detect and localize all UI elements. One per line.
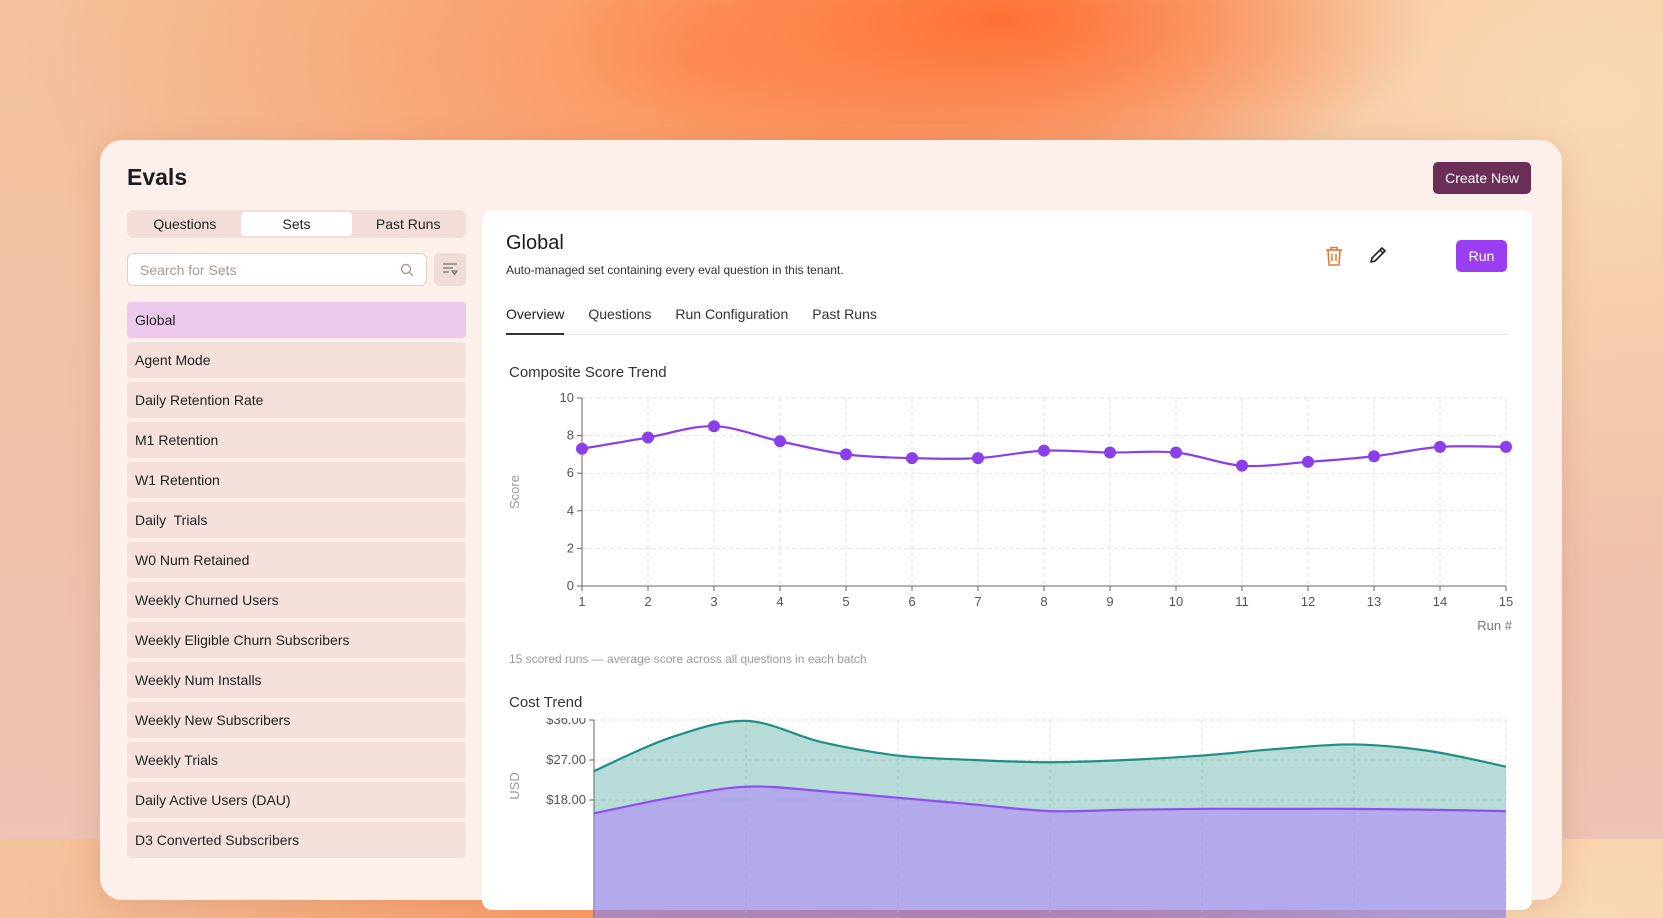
set-item[interactable]: Daily Retention Rate <box>127 382 466 418</box>
section-segmented-control: Questions Sets Past Runs <box>127 210 466 238</box>
cost-chart-title: Cost Trend <box>509 694 583 711</box>
set-item[interactable]: W1 Retention <box>127 462 466 498</box>
search-box <box>127 253 427 286</box>
score-point <box>1104 446 1116 459</box>
x-tick-label: 13 <box>1367 594 1381 609</box>
search-icon <box>400 263 414 282</box>
run-button[interactable]: Run <box>1456 240 1507 272</box>
cost-area-purple-line <box>593 785 1507 815</box>
tab-run-configuration[interactable]: Run Configuration <box>675 306 789 322</box>
set-item[interactable]: M1 Retention <box>127 422 466 458</box>
x-tick-label: 14 <box>1433 594 1447 609</box>
filter-icon <box>443 263 458 276</box>
edit-button[interactable] <box>1368 245 1392 269</box>
set-description: Auto-managed set containing every eval q… <box>506 263 844 277</box>
set-title: Global <box>506 232 564 254</box>
x-tick-label: 3 <box>710 594 717 609</box>
y-tick-label: $36.00 <box>546 718 586 727</box>
set-item[interactable]: Weekly Trials <box>127 742 466 778</box>
segment-sets[interactable]: Sets <box>240 212 353 236</box>
y-tick-label: $18.00 <box>546 792 586 807</box>
set-item[interactable]: Weekly Eligible Churn Subscribers <box>127 622 466 658</box>
score-point <box>576 442 588 455</box>
x-tick-label: 6 <box>908 594 915 609</box>
x-tick-label: 11 <box>1235 594 1249 609</box>
tab-past-runs[interactable]: Past Runs <box>812 306 877 322</box>
score-point <box>1500 440 1512 453</box>
x-tick-label: 10 <box>1169 594 1183 609</box>
search-input[interactable] <box>128 254 392 285</box>
x-tick-label: 15 <box>1499 594 1513 609</box>
evals-window: Evals Create New Questions Sets Past Run… <box>100 140 1562 918</box>
x-tick-label: 4 <box>776 594 783 609</box>
y-axis-label: Score <box>507 475 522 509</box>
delete-button[interactable] <box>1324 245 1348 269</box>
score-point <box>1302 455 1314 468</box>
set-item[interactable]: D3 Converted Subscribers <box>127 822 466 858</box>
score-point <box>972 452 984 465</box>
score-point <box>774 435 786 448</box>
y-tick-label: 8 <box>567 428 574 443</box>
cost-trend-chart: $36.00 $27.00 $18.00 USD <box>507 718 1507 918</box>
x-tick-label: 12 <box>1301 594 1315 609</box>
create-new-button[interactable]: Create New <box>1433 162 1531 194</box>
tab-questions[interactable]: Questions <box>588 306 652 322</box>
score-chart-title: Composite Score Trend <box>509 364 667 381</box>
set-item[interactable]: Agent Mode <box>127 342 466 378</box>
score-point <box>840 448 852 461</box>
x-tick-label: 7 <box>974 594 981 609</box>
score-point <box>1434 440 1446 453</box>
x-tick-label: 8 <box>1040 594 1047 609</box>
y-axis-label: USD <box>507 772 522 799</box>
cost-area-teal-line <box>593 719 1507 773</box>
x-tick-label: 1 <box>578 594 585 609</box>
score-point <box>708 420 720 433</box>
set-item[interactable]: Weekly Num Installs <box>127 662 466 698</box>
detail-tabs: Overview Questions Run Configuration Pas… <box>506 304 1508 335</box>
y-tick-label: 6 <box>567 465 574 480</box>
app-title: Evals <box>127 164 188 190</box>
score-point <box>642 431 654 444</box>
y-tick-label: 2 <box>567 540 574 555</box>
x-tick-label: 2 <box>644 594 651 609</box>
y-tick-label: 0 <box>567 578 574 593</box>
set-item[interactable]: W0 Num Retained <box>127 542 466 578</box>
filter-button[interactable] <box>434 253 466 286</box>
tab-overview[interactable]: Overview <box>506 304 565 335</box>
segment-questions[interactable]: Questions <box>153 216 217 232</box>
score-point <box>1368 450 1380 463</box>
x-axis-label: Run # <box>1477 618 1512 633</box>
pencil-icon <box>1370 247 1386 263</box>
y-tick-label: $27.00 <box>546 752 586 767</box>
score-point <box>1170 446 1182 459</box>
score-point <box>1236 459 1248 472</box>
segment-past-runs[interactable]: Past Runs <box>375 216 441 232</box>
y-tick-label: 4 <box>567 503 574 518</box>
set-item[interactable]: Daily Trials <box>127 502 466 538</box>
score-point <box>1038 444 1050 457</box>
set-item[interactable]: Weekly Churned Users <box>127 582 466 618</box>
set-detail-panel: Global Auto-managed set containing every… <box>482 210 1532 918</box>
score-point <box>906 452 918 465</box>
score-chart-caption: 15 scored runs — average score across al… <box>509 652 867 666</box>
trash-icon <box>1326 246 1342 266</box>
x-tick-label: 5 <box>842 594 849 609</box>
set-item[interactable]: Global <box>127 302 466 338</box>
y-tick-label: 10 <box>560 390 574 405</box>
set-item[interactable]: Weekly New Subscribers <box>127 702 466 738</box>
set-list: Global Agent Mode Daily Retention Rate M… <box>127 302 466 862</box>
set-item[interactable]: Daily Active Users (DAU) <box>127 782 466 818</box>
x-tick-label: 9 <box>1106 594 1113 609</box>
